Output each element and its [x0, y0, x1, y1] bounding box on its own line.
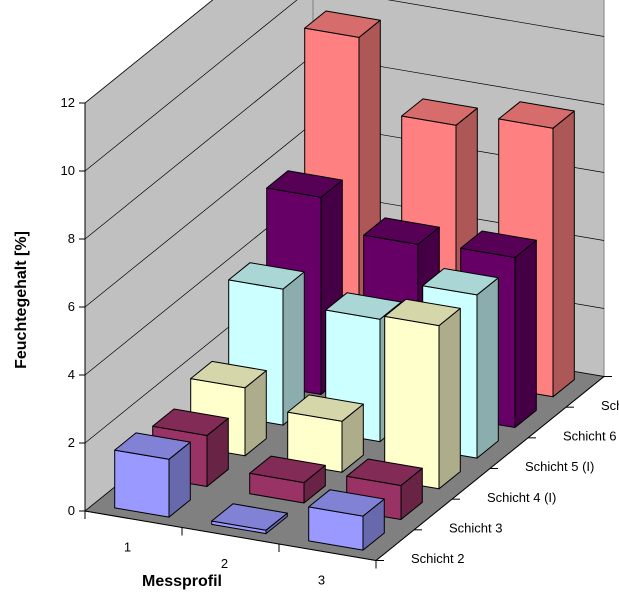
series-axis: Schicht 2 Schicht 3 Schicht 4 (I) Schicht 5…: [375, 376, 619, 566]
x-axis-title: Messprofil: [142, 573, 222, 590]
bar-top: [228, 262, 305, 290]
bar-top: [384, 298, 461, 327]
bar-top: [287, 394, 364, 422]
x-tick-label: 3: [318, 572, 325, 587]
bar-top: [114, 432, 191, 460]
bar: [114, 432, 191, 518]
bar-side: [476, 277, 499, 459]
x-tick-label: 2: [221, 556, 228, 571]
gridline: [84, 0, 214, 104]
y-axis-title: Feuchtegehalt [%]: [13, 231, 30, 369]
y-tick-label: 10: [61, 163, 75, 178]
bar-top: [401, 98, 478, 126]
series-label: Schicht 4 (I): [487, 490, 556, 505]
bar-top: [266, 170, 343, 198]
bar: [308, 489, 385, 551]
bar-top: [460, 230, 537, 258]
bar-side: [438, 307, 461, 490]
bars: [114, 10, 575, 551]
y-tick-label: 12: [61, 95, 75, 110]
bar-top: [190, 360, 267, 389]
series-label: Schicht 5 (I): [525, 459, 594, 474]
bar-top: [325, 292, 402, 320]
series-label: Schicht 7: [601, 398, 619, 413]
bar-top: [498, 101, 575, 129]
bar-top: [211, 503, 288, 531]
series-label: Schicht 6 (I): [563, 429, 619, 444]
x-axis: 1 2 3: [84, 510, 377, 587]
series-label: Schicht 2: [411, 551, 464, 566]
y-tick-label: 2: [68, 435, 75, 450]
series-label: Schicht 3: [449, 521, 502, 536]
bar: [249, 455, 326, 504]
bar-top: [346, 458, 423, 486]
y-tick-label: 8: [68, 231, 75, 246]
bar-top: [304, 10, 381, 38]
x-axis-line: [84, 510, 377, 561]
y-tick-label: 0: [68, 503, 75, 518]
y-tick-label: 4: [68, 367, 75, 382]
y-tick-label: 6: [68, 299, 75, 314]
bar: [384, 298, 461, 490]
bar-top: [422, 268, 499, 296]
bar-side: [514, 239, 537, 428]
bar-top: [152, 408, 229, 436]
bar: [211, 503, 288, 535]
x-tick-label: 1: [124, 539, 131, 554]
bar-top: [308, 489, 385, 517]
bar: [287, 394, 364, 473]
gridline: [84, 0, 605, 172]
bar-top: [363, 217, 440, 245]
bar-side: [552, 110, 575, 398]
bar-front: [114, 449, 170, 518]
bar-top: [249, 455, 326, 484]
